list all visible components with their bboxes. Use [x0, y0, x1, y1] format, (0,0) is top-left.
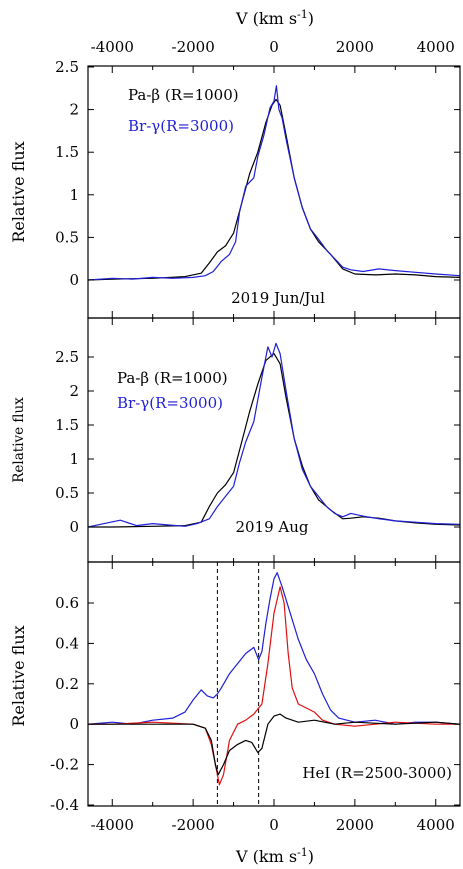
panel3-ytick-label: 0.2: [55, 675, 79, 693]
panel2-ytick-label: 1: [69, 450, 79, 468]
top-xtick-label: 2000: [336, 38, 374, 56]
top-x-axis-title: V (km s-1): [235, 8, 314, 28]
panel1-ytick-label: 2.5: [55, 58, 79, 76]
bottom-xtick-label: 4000: [417, 816, 455, 834]
panel3-ytick-label: 0.4: [55, 634, 79, 652]
panel1-legend-entry: Pa-β (R=1000): [128, 86, 239, 104]
panel3-ytick-label: 0: [69, 715, 79, 733]
panel1-ytick-label: 1: [69, 186, 79, 204]
panel3-series-black-line: [88, 713, 460, 776]
panel3-annotation: HeI (R=2500-3000): [302, 764, 452, 782]
bottom-xtick-label: -4000: [91, 816, 134, 834]
top-xtick-label: 4000: [417, 38, 455, 56]
bottom-xtick-label: -2000: [172, 816, 215, 834]
panel2-ytick-label: 2: [69, 382, 79, 400]
panel3-series-blue-line: [88, 572, 460, 725]
panel2-ytick-label: 0: [69, 518, 79, 536]
panel2-series-blue-line: [88, 342, 460, 528]
panel2-ytick-label: 0.5: [55, 484, 79, 502]
panel3-ytick-label: -0.4: [50, 796, 79, 814]
panel2-legend-entry: Br-γ(R=3000): [117, 394, 223, 412]
top-xtick-label: -4000: [91, 38, 134, 56]
top-xtick-label: 0: [269, 38, 279, 56]
panel3-ytick-label: 0.6: [55, 594, 79, 612]
bottom-xtick-label: 0: [269, 816, 279, 834]
panel1-ytick-label: 1.5: [55, 143, 79, 161]
panel1-series-blue-line: [88, 85, 460, 281]
panel1-ytick-label: 0.5: [55, 228, 79, 246]
panel2-annotation: 2019 Aug: [235, 518, 308, 536]
panel2-ytick-label: 2.5: [55, 348, 79, 366]
panel1-annotation: 2019 Jun/Jul: [231, 289, 325, 307]
panel3-ytick-label: -0.2: [50, 756, 79, 774]
panel3-series-red-line: [88, 586, 460, 786]
panel1-y-axis-title: Relative flux: [9, 141, 28, 242]
top-xtick-label: -2000: [172, 38, 215, 56]
panel1-legend-entry: Br-γ(R=3000): [128, 117, 234, 135]
panel2-legend-entry: Pa-β (R=1000): [117, 369, 228, 387]
panel1-series-black-line: [88, 98, 460, 281]
panel1-ytick-label: 0: [69, 271, 79, 289]
panel2-y-axis-title: Relative flux: [11, 397, 27, 483]
panel1-ytick-label: 2: [69, 101, 79, 119]
bottom-x-axis-title: V (km s-1): [235, 846, 314, 866]
bottom-xtick-label: 2000: [336, 816, 374, 834]
panel2-ytick-label: 1.5: [55, 416, 79, 434]
panel3-y-axis-title: Relative flux: [9, 625, 28, 726]
